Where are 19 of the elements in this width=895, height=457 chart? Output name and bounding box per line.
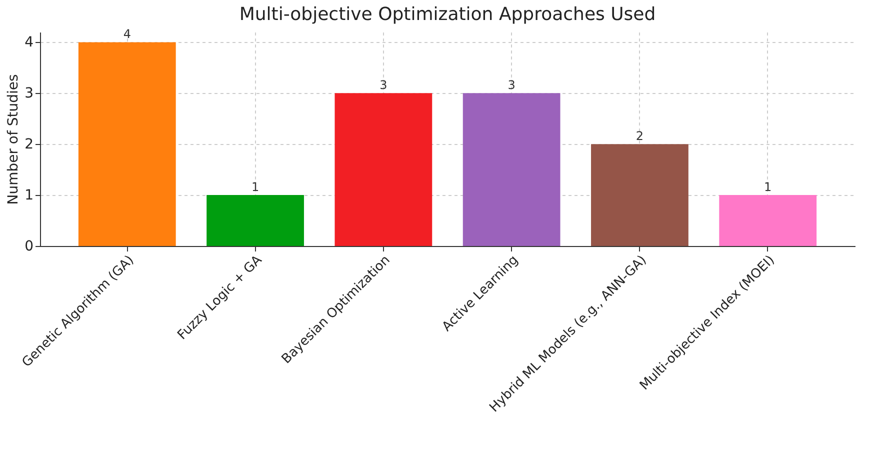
bar	[591, 144, 688, 246]
y-tick-label: 2	[24, 136, 34, 153]
bar	[206, 195, 304, 246]
data-label: 4	[123, 27, 131, 42]
data-label: 3	[380, 78, 388, 92]
data-label: 2	[636, 129, 644, 144]
bar	[78, 42, 176, 246]
y-tick-label: 4	[24, 34, 34, 51]
y-axis-title: Number of Studies	[6, 74, 22, 205]
y-tick-label: 1	[24, 188, 34, 204]
y-tick-label: 0	[24, 238, 34, 254]
y-tick-label: 3	[24, 86, 34, 102]
bar	[719, 195, 817, 246]
data-label: 3	[508, 78, 516, 92]
data-label: 1	[764, 180, 772, 194]
bar	[462, 93, 560, 246]
data-label: 1	[251, 180, 260, 194]
bar	[334, 93, 432, 246]
chart-title: Multi-objective Optimization Approaches Used	[239, 4, 656, 26]
